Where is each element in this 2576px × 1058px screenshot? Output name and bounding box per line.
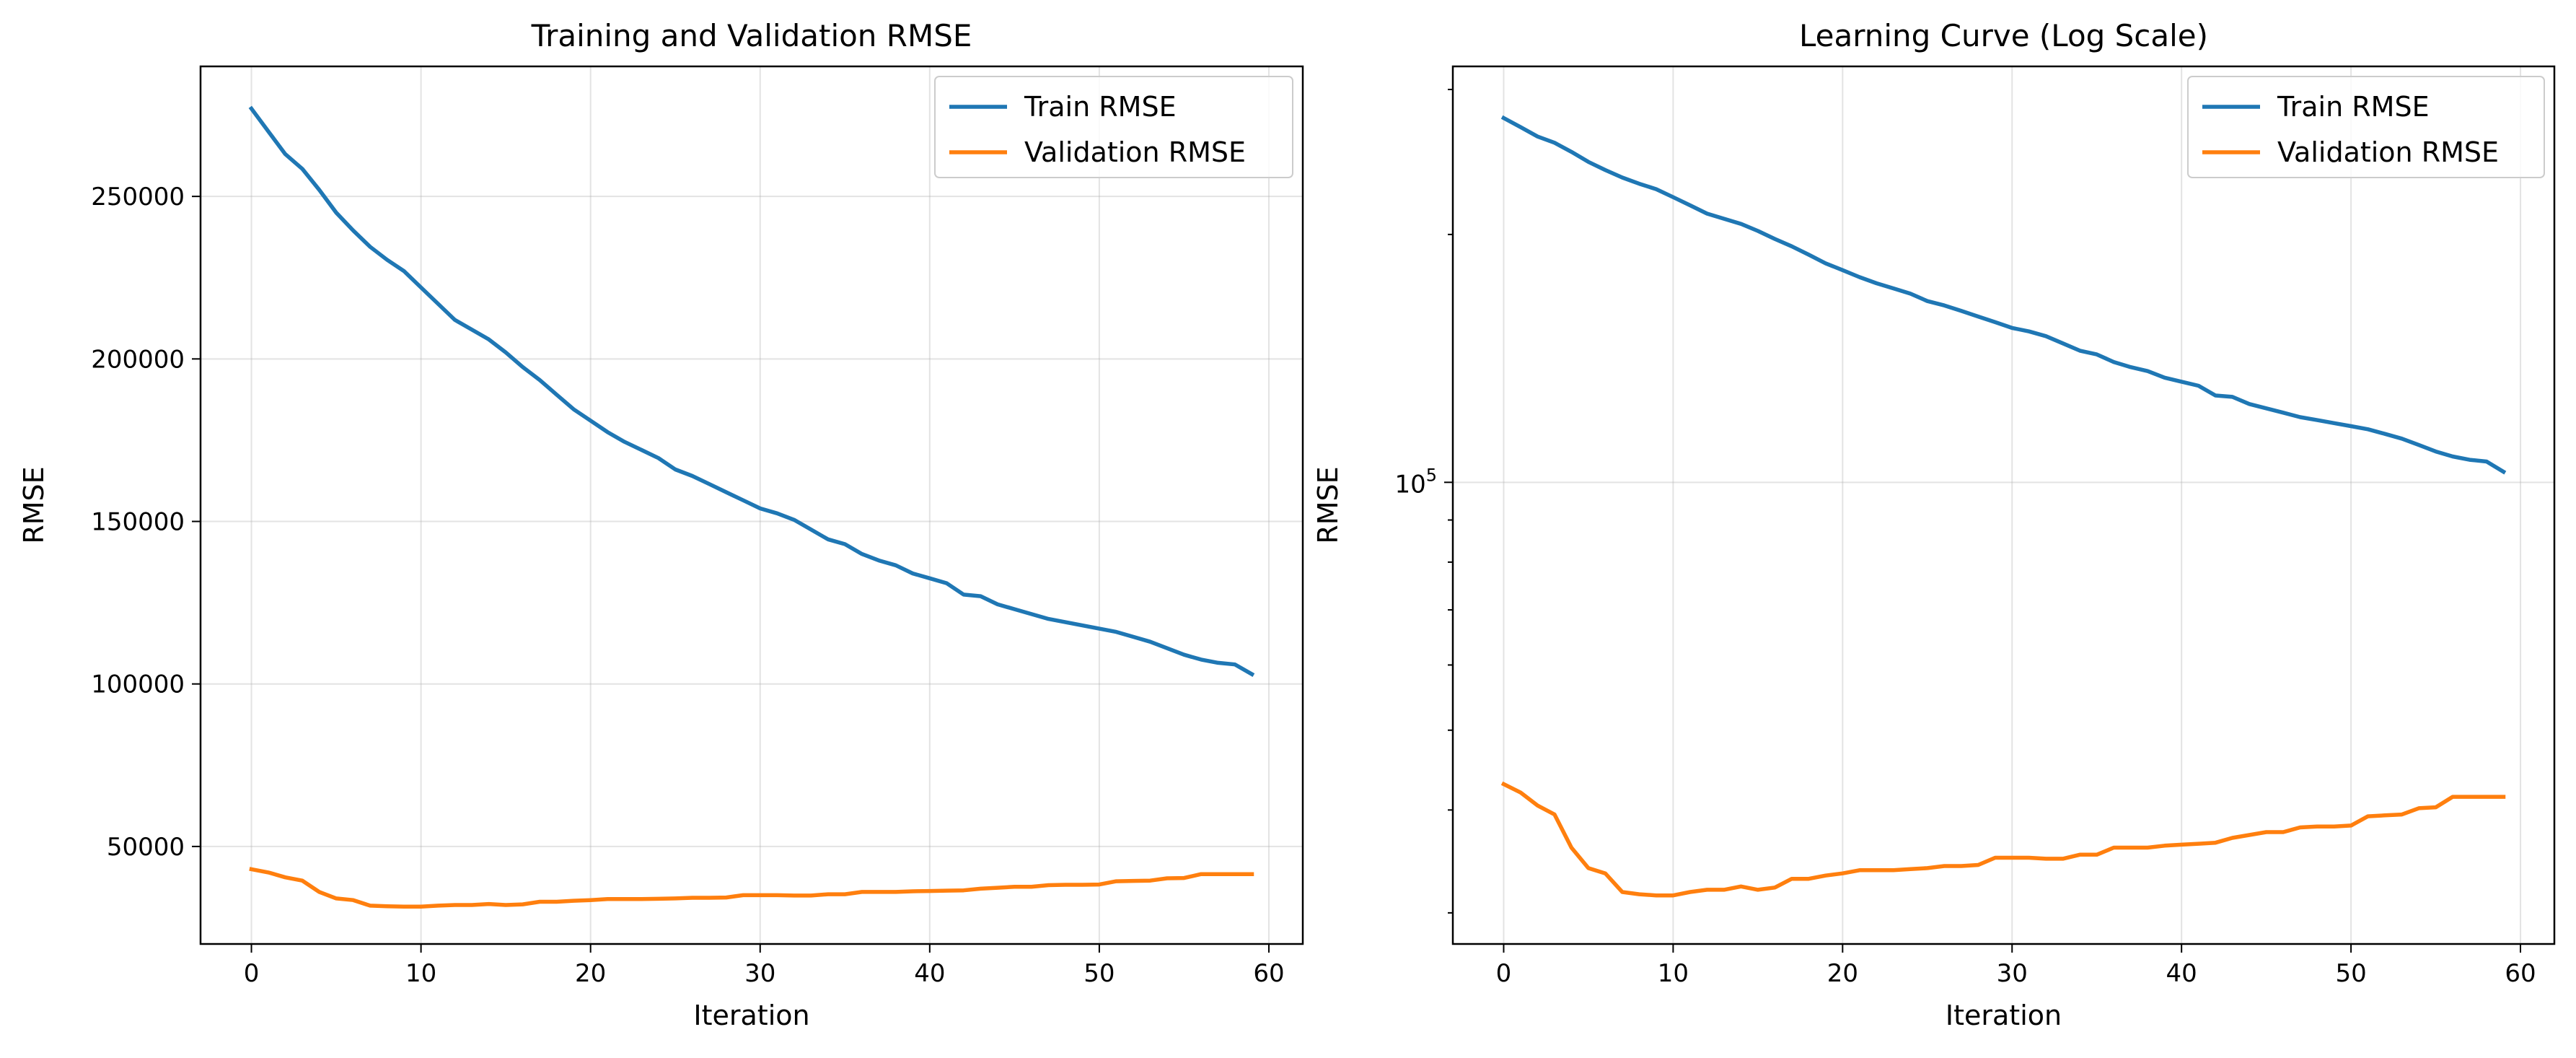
x-tick-label: 0 xyxy=(1496,959,1512,988)
y-tick-exponent: 5 xyxy=(1426,465,1437,485)
x-tick-label: 30 xyxy=(744,959,775,988)
y-tick-label: 100000 xyxy=(91,670,185,699)
y-tick-label: 50000 xyxy=(107,833,185,862)
x-tick-label: 10 xyxy=(1658,959,1689,988)
y-tick-label: 250000 xyxy=(91,183,185,211)
x-tick-label: 40 xyxy=(914,959,945,988)
y-tick-label: 105 xyxy=(1394,465,1437,499)
chart-title: Learning Curve (Log Scale) xyxy=(1799,18,2208,53)
x-tick-label: 0 xyxy=(244,959,260,988)
series-line-train-rmse xyxy=(1500,115,2507,475)
plot-area-frame xyxy=(199,65,1304,945)
legend-label: Train RMSE xyxy=(1024,91,1177,123)
x-tick-label: 30 xyxy=(1997,959,2028,988)
rmse-log-chart: Learning Curve (Log Scale) 0 10 20 30 40 50 60 1… xyxy=(1312,18,2556,1031)
legend: Train RMSE Validation RMSE xyxy=(2187,76,2545,178)
y-axis-label: RMSE xyxy=(18,466,50,543)
legend-label: Validation RMSE xyxy=(2277,136,2499,168)
series-line-validation-rmse xyxy=(1500,781,2506,898)
y-axis-label: RMSE xyxy=(1312,466,1344,543)
y-tick-label: 150000 xyxy=(91,508,185,537)
x-tick-label: 10 xyxy=(405,959,436,988)
x-tick-label: 50 xyxy=(2335,959,2366,988)
x-axis-label: Iteration xyxy=(1946,1000,2062,1031)
x-tick-label: 20 xyxy=(1827,959,1858,988)
chart-title: Training and Validation RMSE xyxy=(531,18,972,53)
rmse-linear-chart: Training and Validation RMSE 0 10 20 30 40 50 6… xyxy=(18,18,1304,1031)
x-tick-label: 50 xyxy=(1083,959,1115,988)
x-tick-label: 20 xyxy=(575,959,606,988)
legend-box xyxy=(934,76,1293,178)
x-axis-label: Iteration xyxy=(693,1000,809,1031)
series-line-train-rmse xyxy=(248,105,1255,677)
legend-box xyxy=(2187,76,2545,178)
x-tick-label: 60 xyxy=(1253,959,1284,988)
plot-area-frame xyxy=(1451,65,2556,945)
legend-label: Train RMSE xyxy=(2277,91,2430,123)
x-tick-label: 60 xyxy=(2505,959,2536,988)
y-tick-base: 10 xyxy=(1394,470,1425,499)
legend-label: Validation RMSE xyxy=(1024,136,1246,168)
x-tick-label: 40 xyxy=(2166,959,2197,988)
series-line-validation-rmse xyxy=(249,867,1254,909)
legend: Train RMSE Validation RMSE xyxy=(934,76,1293,178)
y-tick-label: 200000 xyxy=(91,345,185,374)
